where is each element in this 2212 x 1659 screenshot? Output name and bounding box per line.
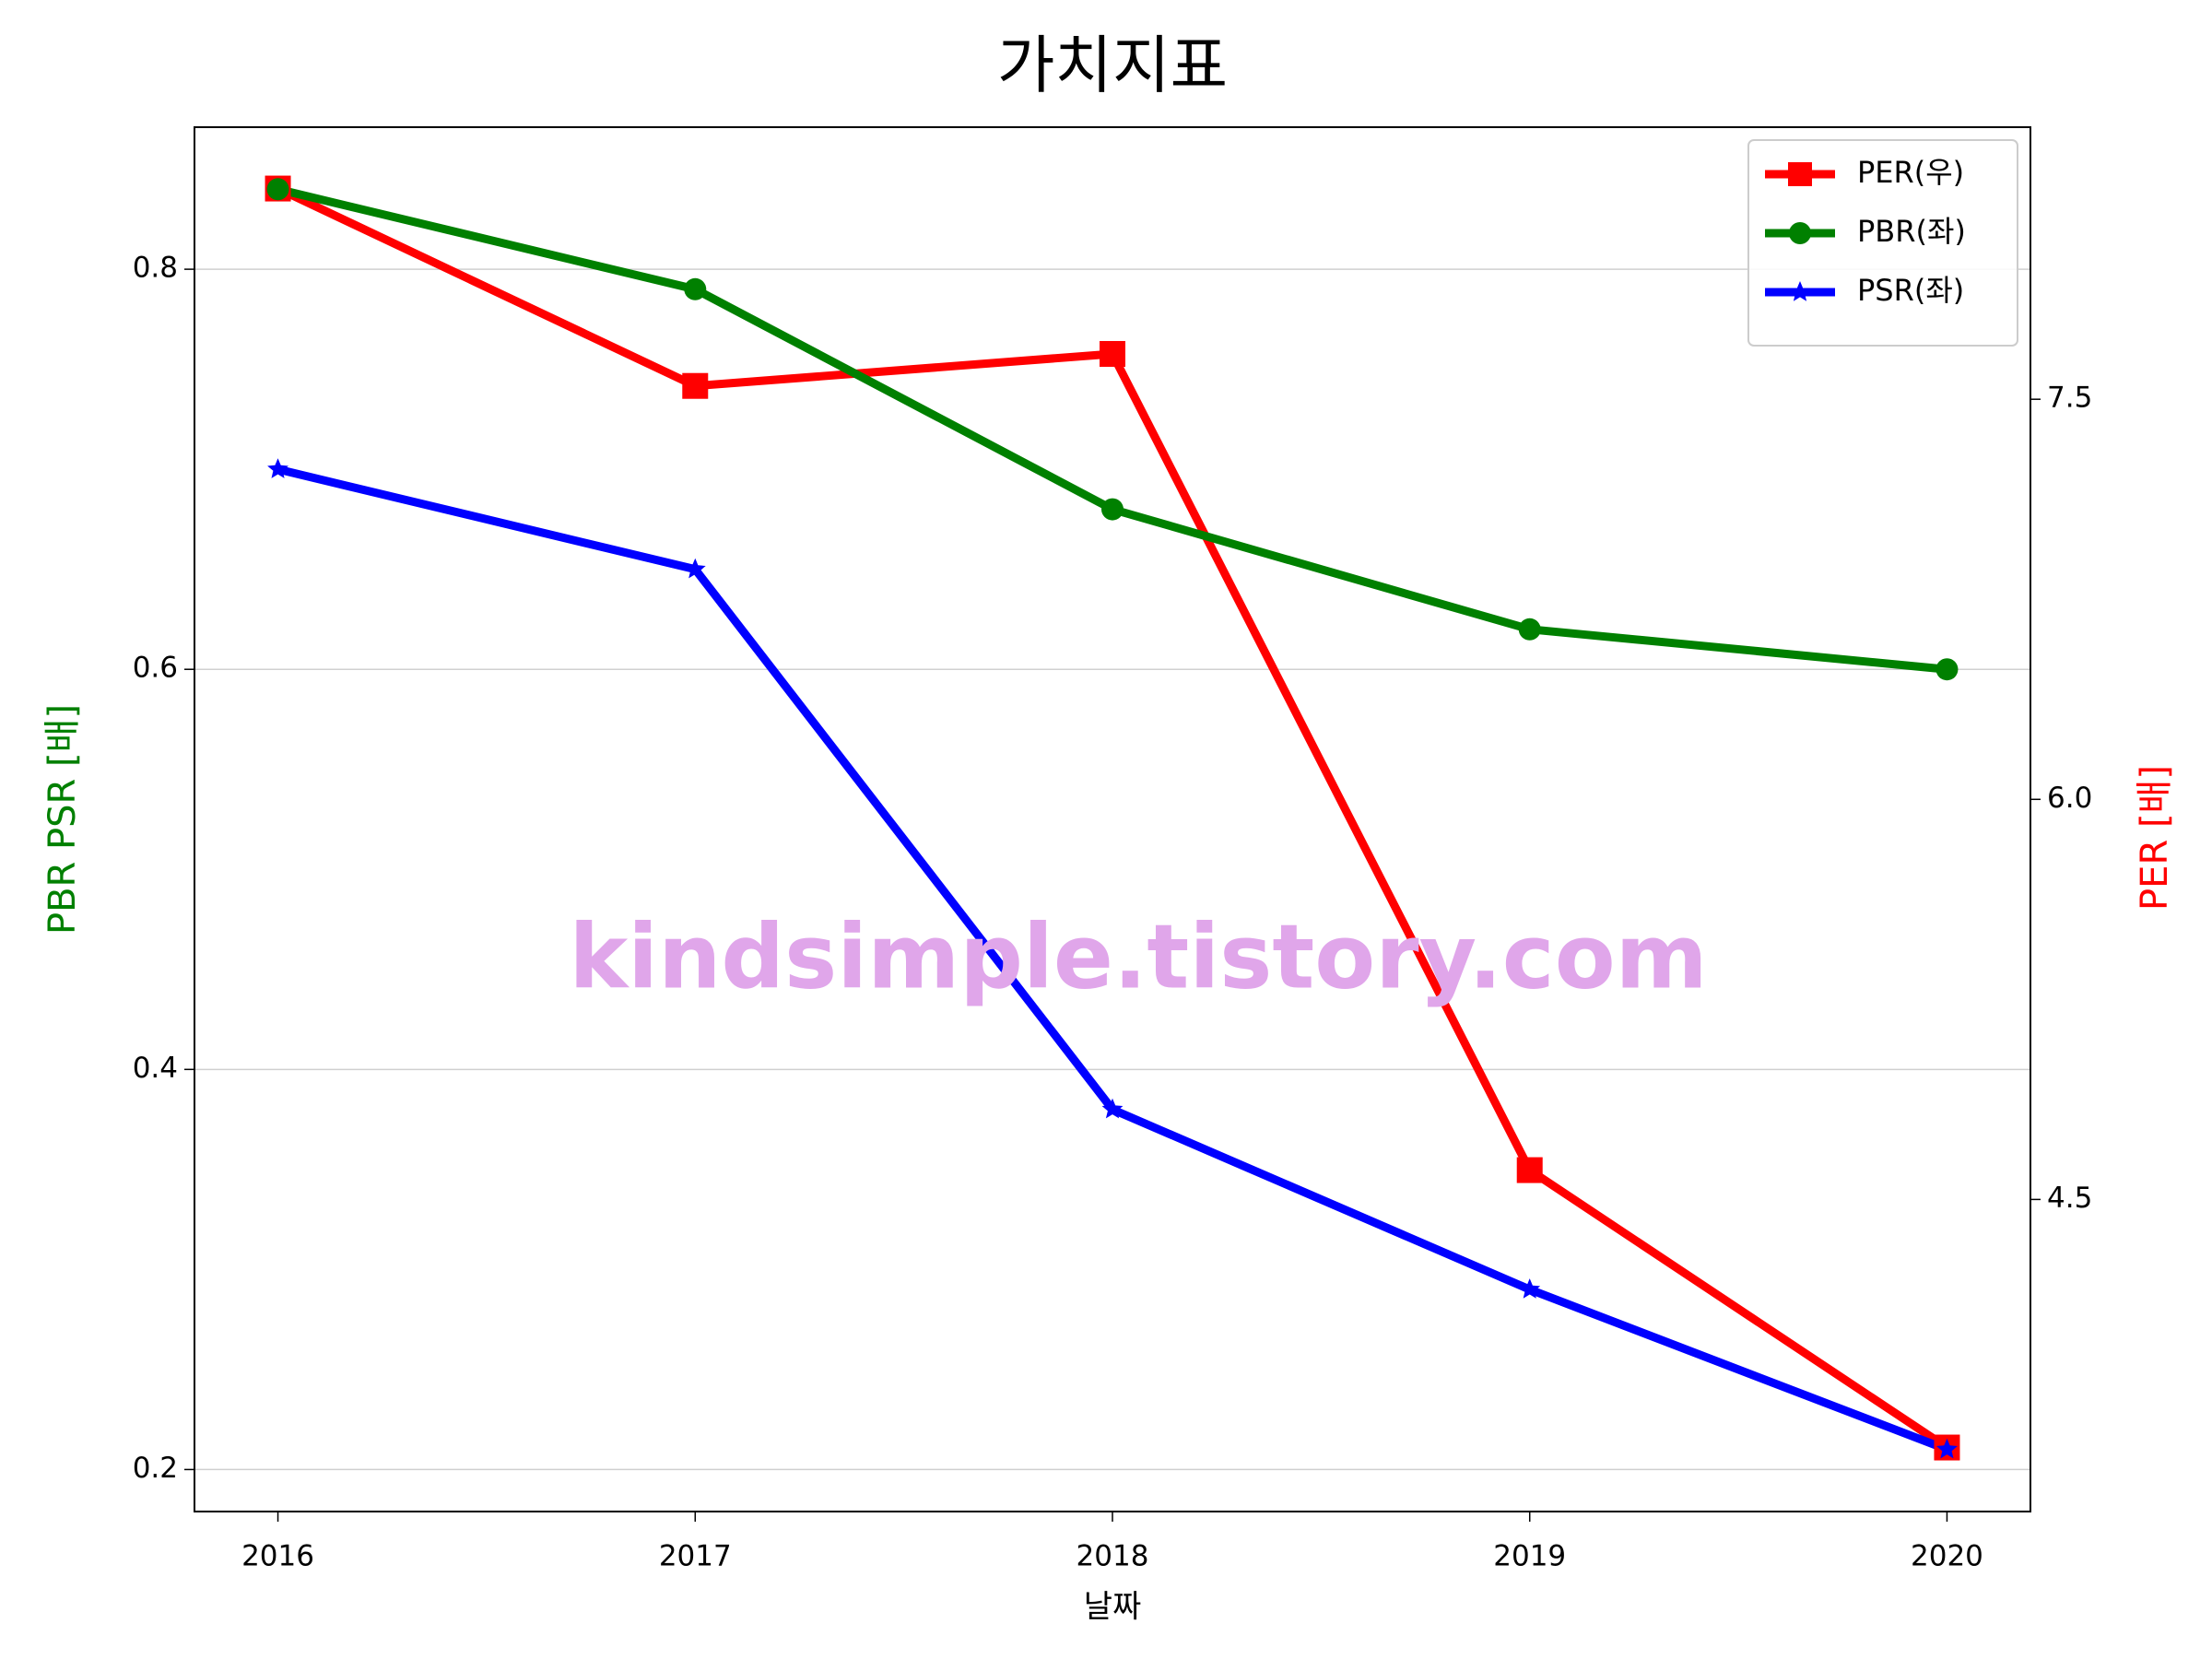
x-tick-label: 2016: [241, 1540, 314, 1573]
marker: [1516, 1157, 1543, 1183]
plot-frame: [194, 126, 2031, 1512]
marker: [684, 277, 707, 300]
y-axis-label: PBR PSR [배]: [41, 704, 84, 935]
series-line: [276, 184, 1947, 674]
marker: [1100, 340, 1125, 367]
legend-label: PSR(좌): [1857, 273, 1964, 308]
marker: [1936, 658, 1959, 681]
y-tick-label: 0.2: [133, 1452, 178, 1485]
chart-title: 가치지표: [997, 30, 1228, 103]
x-tick-label: 2019: [1493, 1540, 1566, 1573]
x-tick-label: 2017: [659, 1540, 732, 1573]
marker: [267, 458, 288, 478]
y-tick-label: 0.8: [133, 252, 178, 285]
marker: [1101, 498, 1124, 521]
y2-axis-label: PER [배]: [2134, 765, 2176, 911]
marker: [1518, 618, 1541, 641]
legend-label: PER(우): [1857, 155, 1964, 190]
marker: [682, 372, 709, 399]
series-line: [276, 184, 1949, 1452]
y-tick-label: 0.4: [133, 1052, 178, 1085]
legend-marker: [1788, 162, 1812, 186]
x-axis-label: 날짜: [1084, 1589, 1142, 1626]
marker: [1101, 1098, 1124, 1119]
marker: [266, 178, 289, 201]
marker: [684, 558, 706, 579]
watermark: kindsimple.tistory.com: [569, 905, 1707, 1008]
legend-label: PBR(좌): [1857, 214, 1966, 249]
x-tick-label: 2018: [1077, 1540, 1149, 1573]
y2-tick-label: 6.0: [2047, 782, 2092, 815]
marker: [1936, 1438, 1958, 1459]
y2-tick-label: 7.5: [2047, 382, 2092, 415]
y2-tick-label: 4.5: [2047, 1182, 2092, 1215]
legend-marker: [1789, 281, 1811, 301]
y-tick-label: 0.6: [133, 652, 178, 685]
x-tick-label: 2020: [1911, 1540, 1983, 1573]
legend-marker: [1789, 222, 1811, 244]
marker: [1519, 1278, 1541, 1299]
